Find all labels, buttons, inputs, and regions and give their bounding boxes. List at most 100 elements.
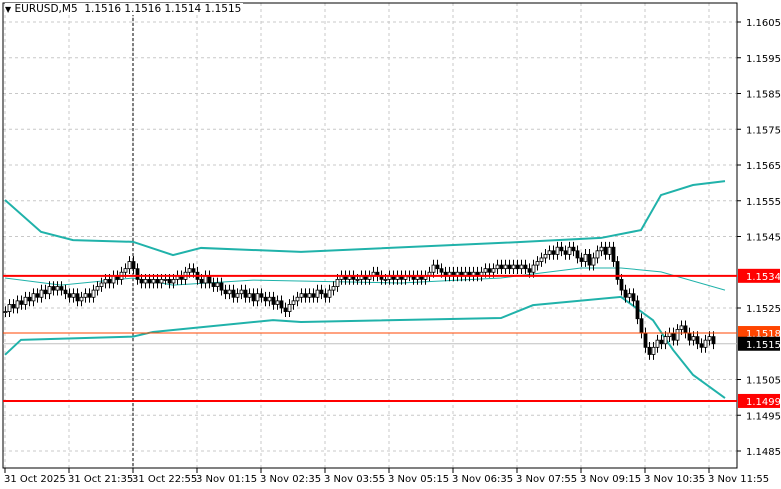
symbol-title: EURUSD,M5 xyxy=(14,3,78,15)
triangle-down-icon[interactable]: ▼ xyxy=(5,5,12,14)
candle-body xyxy=(43,289,48,295)
x-tick-label: 3 Nov 10:35 xyxy=(644,474,705,485)
candle-body xyxy=(279,300,284,309)
candle-body xyxy=(251,293,256,302)
price-level-label-bg xyxy=(738,393,780,408)
candle-body xyxy=(187,268,192,273)
candle-body xyxy=(207,275,212,284)
y-tick-label: 1.1485 xyxy=(746,447,781,458)
candle-body xyxy=(299,293,304,298)
candle-body xyxy=(167,278,172,284)
candle-body xyxy=(503,264,508,270)
candle-body xyxy=(699,343,704,348)
y-tick-label: 1.1555 xyxy=(746,197,781,208)
candle-body xyxy=(555,246,560,255)
x-tick-label: 3 Nov 01:15 xyxy=(196,474,257,485)
candle-body xyxy=(247,293,252,298)
candle-body xyxy=(311,293,316,298)
candle-body xyxy=(675,329,680,341)
x-tick-label: 31 Oct 22:55 xyxy=(132,474,197,485)
candle-body xyxy=(335,278,340,287)
candle-body xyxy=(355,278,360,281)
candle-body xyxy=(603,246,608,255)
x-tick-label: 31 Oct 2025 xyxy=(4,474,66,485)
candle-body xyxy=(483,268,488,273)
candle-body xyxy=(151,278,156,284)
candle-body xyxy=(679,325,684,330)
candle-body xyxy=(107,278,112,284)
candle-body xyxy=(435,264,440,270)
candle-body xyxy=(235,293,240,298)
candle-body xyxy=(607,246,612,255)
candle-body xyxy=(611,246,616,262)
candle-body xyxy=(523,264,528,270)
y-tick-label: 1.1595 xyxy=(746,54,781,65)
candle-body xyxy=(491,268,496,273)
candle-body xyxy=(707,336,712,341)
candle-body xyxy=(487,268,492,273)
candle-body xyxy=(571,246,576,252)
candle-body xyxy=(655,339,660,348)
candle-body xyxy=(259,293,264,298)
candle-body xyxy=(227,289,232,295)
candle-body xyxy=(635,300,640,320)
candle-body xyxy=(267,296,272,302)
bid-price-label-bg xyxy=(738,336,780,351)
price-level-label: 1.1534 xyxy=(746,272,781,283)
candle-body xyxy=(27,296,32,302)
candle-body xyxy=(587,253,592,266)
candle-body xyxy=(539,257,544,262)
candle-body xyxy=(163,278,168,281)
candle-body xyxy=(431,264,436,273)
candle-body xyxy=(203,275,208,284)
candle-body xyxy=(47,286,52,295)
candle-body xyxy=(519,264,524,270)
candle-body xyxy=(59,286,64,291)
candle-body xyxy=(95,286,100,291)
candle-body xyxy=(331,286,336,291)
candle-body xyxy=(199,278,204,284)
candle-body xyxy=(127,261,132,270)
candle-body xyxy=(507,264,512,270)
candle-body xyxy=(219,282,224,291)
price-level-label: 1.1499 xyxy=(746,397,781,408)
ohlc-values: 1.1516 1.1516 1.1514 1.1515 xyxy=(84,3,242,15)
candle-body xyxy=(291,300,296,305)
candle-body xyxy=(87,293,92,298)
candle-body xyxy=(75,293,80,302)
candle-body xyxy=(243,289,248,298)
y-tick-label: 1.1605 xyxy=(746,18,781,29)
y-tick-label: 1.1505 xyxy=(746,376,781,387)
candle-body xyxy=(579,257,584,262)
candle-body xyxy=(155,278,160,284)
candle-body xyxy=(323,293,328,298)
candle-body xyxy=(527,268,532,273)
candle-body xyxy=(643,332,648,348)
candle-body xyxy=(511,264,516,270)
candle-body xyxy=(215,282,220,287)
candle-body xyxy=(67,293,72,298)
candle-body xyxy=(171,278,176,284)
candle-body xyxy=(583,253,588,262)
x-tick-label: 3 Nov 11:55 xyxy=(708,474,769,485)
chart-frame xyxy=(2,2,738,469)
candle-body xyxy=(159,278,164,284)
price-level-label: 1.1518 xyxy=(746,329,781,340)
candle-body xyxy=(647,346,652,355)
price-level-label-bg xyxy=(738,268,780,283)
y-tick-label: 1.1495 xyxy=(746,411,781,422)
x-tick-label: 3 Nov 06:35 xyxy=(452,474,513,485)
candle-body xyxy=(535,261,540,266)
candle-body xyxy=(595,250,600,259)
candle-body xyxy=(495,264,500,270)
candle-body xyxy=(287,304,292,312)
candle-body xyxy=(695,336,700,345)
candle-body xyxy=(599,246,604,252)
candle-body xyxy=(639,318,644,334)
candle-body xyxy=(275,300,280,305)
y-tick-label: 1.1525 xyxy=(746,304,781,315)
candle-body xyxy=(123,268,128,273)
bollinger-lower-band xyxy=(4,295,726,399)
